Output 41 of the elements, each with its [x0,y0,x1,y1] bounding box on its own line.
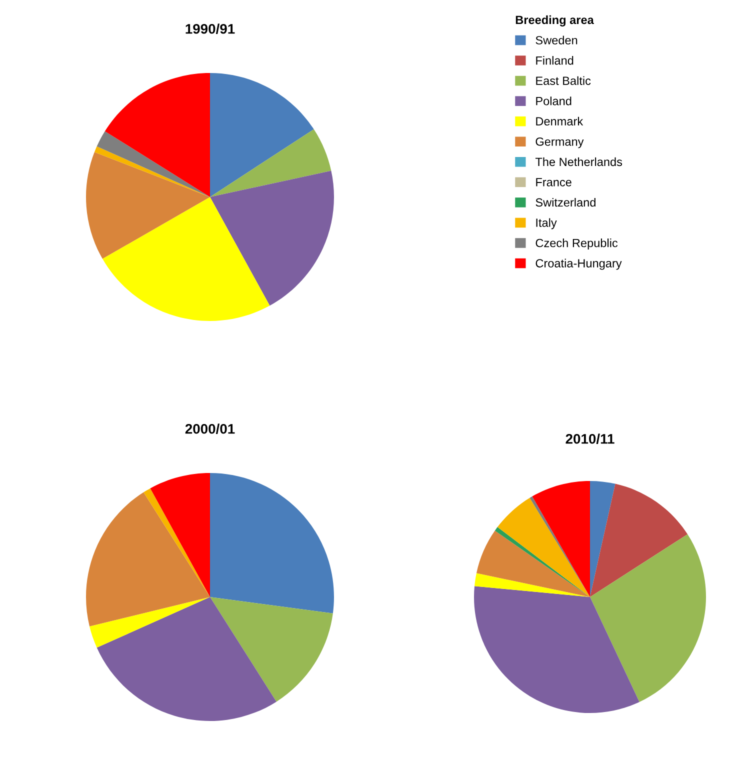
pie-slice [210,73,314,197]
legend-label: Croatia-Hungary [536,258,622,270]
pie-slice [210,129,332,197]
pie-slice [532,481,590,597]
pie-slice [90,597,210,648]
pie-slice [96,597,276,721]
pie-slice [474,586,640,713]
pie-slice [86,152,210,259]
pie-slice [144,488,210,597]
legend-label: Finland [536,56,574,65]
legend-label: Poland [536,96,572,106]
legend-label: The Netherlands [535,157,622,166]
pie-slice [210,170,334,306]
pie-slice [494,527,590,597]
pie-slice [86,492,210,626]
legend-label: Italy [536,218,557,230]
pie-slice [590,481,616,597]
legend-label: Czech Republic [536,238,618,250]
pie-slice [474,573,590,597]
legend-label: Denmark [536,116,584,126]
legend-label: Switzerland [536,198,596,207]
pie-slice [104,73,210,197]
pie-slice [590,534,706,702]
chart-title: 1990/91 [186,24,235,34]
pie-slice [102,197,270,321]
pie-slice [497,498,590,597]
legend-label: East Baltic [536,76,591,85]
legend-label: Germany [536,137,584,148]
pie-slice [94,146,210,197]
legend-label: France [536,178,572,186]
legend-title: Breeding area [516,15,594,26]
pie-slice [150,473,210,597]
pie-slice [210,597,333,702]
chart-title: 2010/11 [566,434,614,444]
pie-slice [96,131,210,197]
pie-slice [530,496,590,597]
legend-label: Sweden [536,36,578,44]
pie-slice [590,484,688,597]
pie-slice [476,530,590,597]
pie-slice [210,473,334,614]
chart-title: 2000/01 [185,424,235,434]
